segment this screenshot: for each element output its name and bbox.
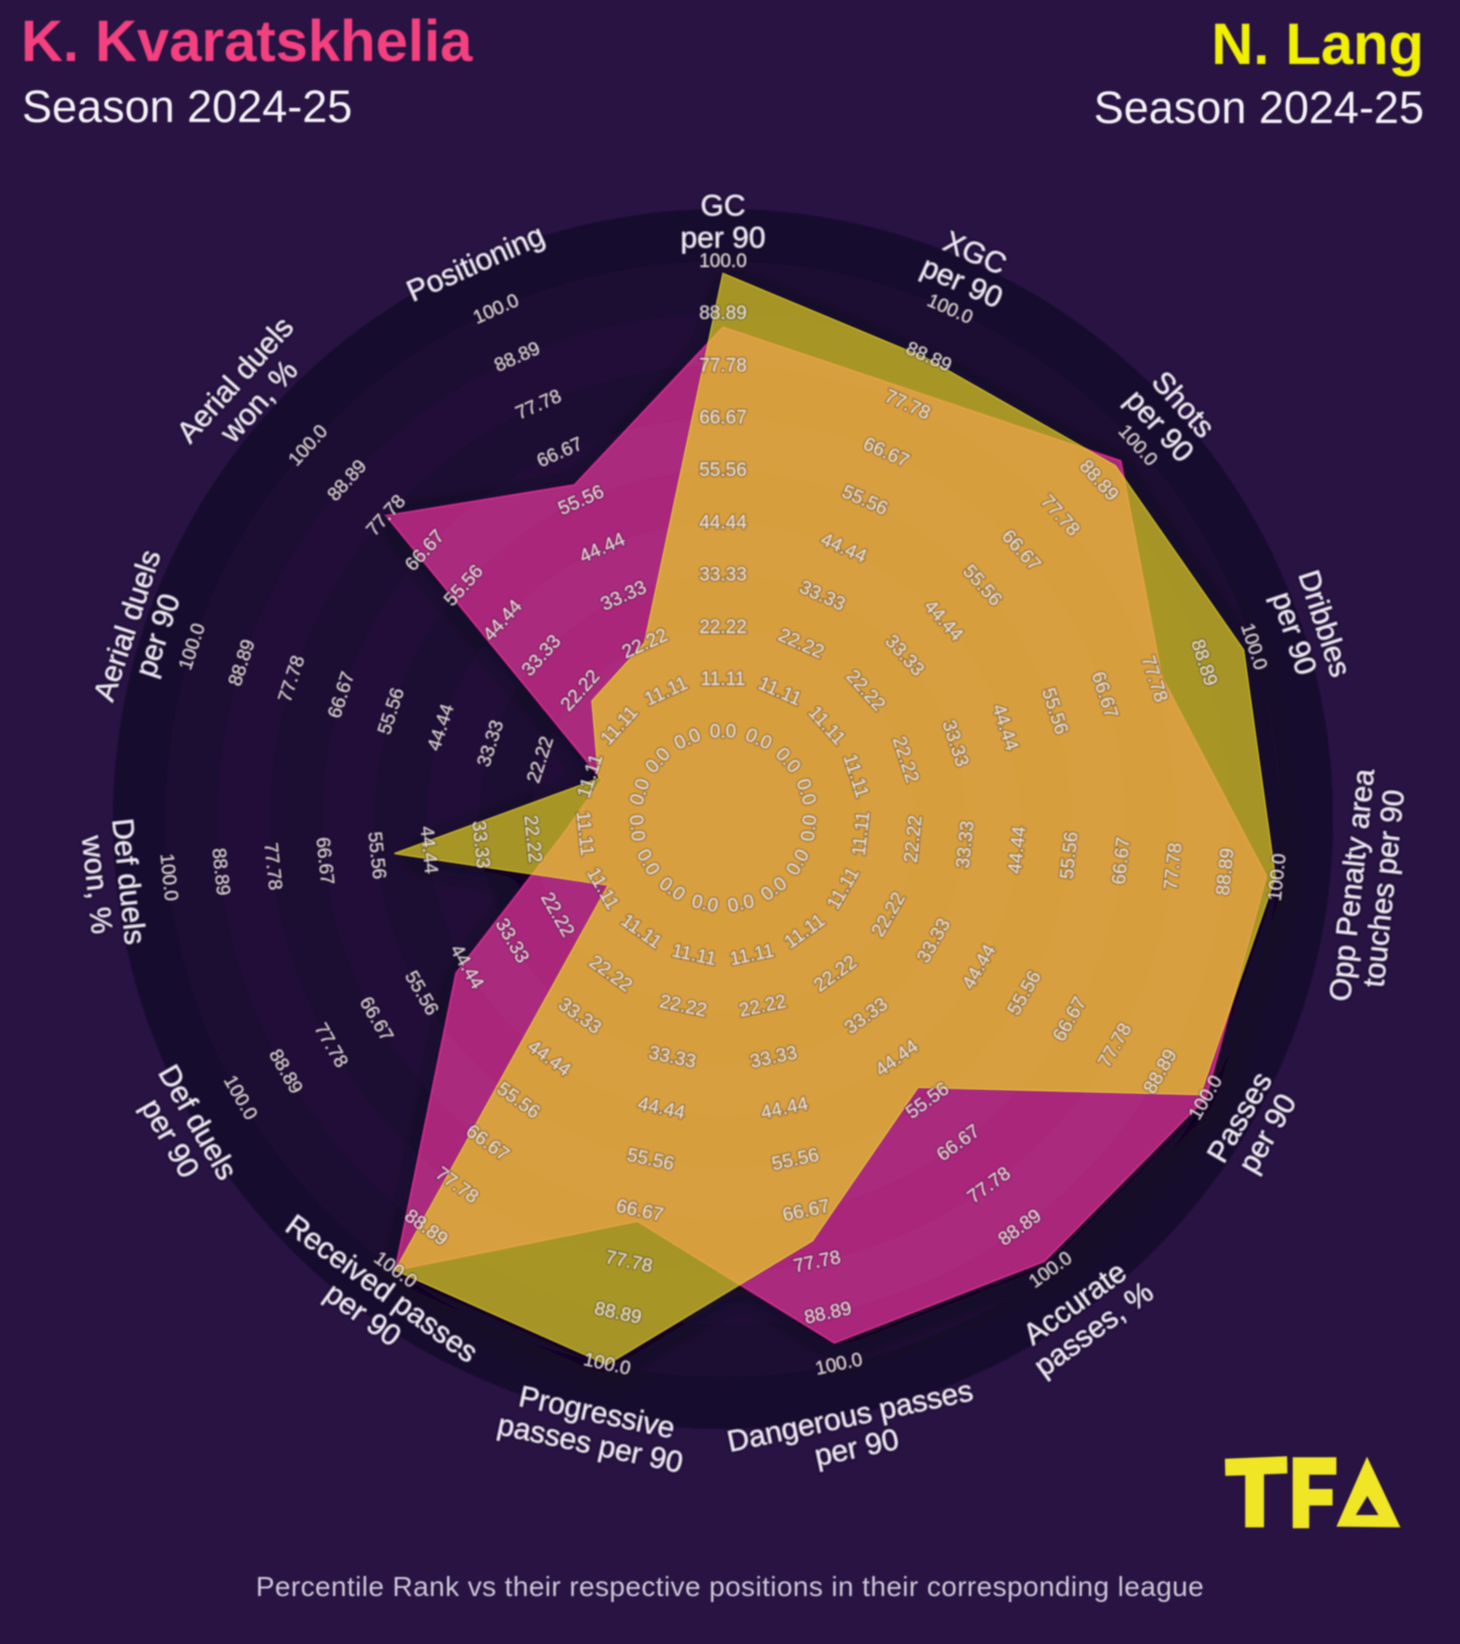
svg-text:77.78: 77.78 xyxy=(1161,842,1187,891)
svg-text:88.89: 88.89 xyxy=(1213,847,1239,896)
svg-text:100.0: 100.0 xyxy=(699,251,747,272)
svg-text:44.44: 44.44 xyxy=(699,512,747,533)
svg-text:Season 2024-25: Season 2024-25 xyxy=(22,81,352,132)
svg-text:0.0: 0.0 xyxy=(625,814,649,842)
svg-text:33.33: 33.33 xyxy=(699,565,747,586)
svg-text:88.89: 88.89 xyxy=(699,303,747,324)
svg-text:22.22: 22.22 xyxy=(901,814,927,863)
svg-text:N. Lang: N. Lang xyxy=(1211,12,1424,77)
svg-text:11.11: 11.11 xyxy=(849,810,875,857)
svg-text:77.78: 77.78 xyxy=(699,355,747,376)
svg-text:11.11: 11.11 xyxy=(572,810,598,857)
svg-text:per 90: per 90 xyxy=(680,222,765,255)
svg-text:GC: GC xyxy=(701,190,746,223)
svg-text:Season 2024-25: Season 2024-25 xyxy=(1094,82,1424,133)
svg-text:Percentile Rank vs their respe: Percentile Rank vs their respective posi… xyxy=(256,1571,1204,1602)
svg-text:0.0: 0.0 xyxy=(710,722,736,743)
svg-text:66.67: 66.67 xyxy=(699,408,747,429)
svg-text:0.0: 0.0 xyxy=(798,814,822,842)
svg-text:11.11: 11.11 xyxy=(701,669,746,690)
svg-text:33.33: 33.33 xyxy=(467,820,493,869)
svg-text:55.56: 55.56 xyxy=(699,460,747,481)
svg-text:K. Kvaratskhelia: K. Kvaratskhelia xyxy=(21,9,473,74)
svg-text:22.22: 22.22 xyxy=(699,617,747,638)
svg-text:55.56: 55.56 xyxy=(363,831,389,880)
svg-text:66.67: 66.67 xyxy=(1109,836,1135,885)
